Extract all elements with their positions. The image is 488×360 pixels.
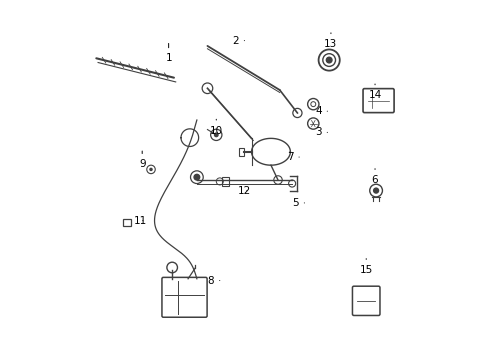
Text: 9: 9 — [139, 151, 145, 169]
Text: 5: 5 — [291, 198, 304, 208]
Circle shape — [194, 174, 199, 180]
Text: 7: 7 — [286, 152, 299, 162]
Text: 10: 10 — [209, 119, 223, 136]
Circle shape — [325, 57, 331, 63]
Text: 14: 14 — [367, 84, 381, 100]
Text: 11: 11 — [133, 216, 146, 226]
Text: 2: 2 — [232, 36, 244, 46]
Text: 15: 15 — [359, 258, 372, 275]
Bar — [222, 177, 229, 186]
Text: 3: 3 — [314, 127, 327, 138]
Circle shape — [149, 168, 152, 171]
Bar — [239, 148, 244, 156]
Text: 4: 4 — [314, 106, 327, 116]
Bar — [123, 219, 131, 226]
Text: 13: 13 — [324, 33, 337, 49]
Text: 8: 8 — [207, 275, 219, 285]
Circle shape — [373, 188, 378, 193]
Text: 6: 6 — [371, 169, 378, 185]
Text: 1: 1 — [165, 44, 172, 63]
Text: 12: 12 — [237, 186, 250, 195]
Circle shape — [213, 132, 218, 137]
